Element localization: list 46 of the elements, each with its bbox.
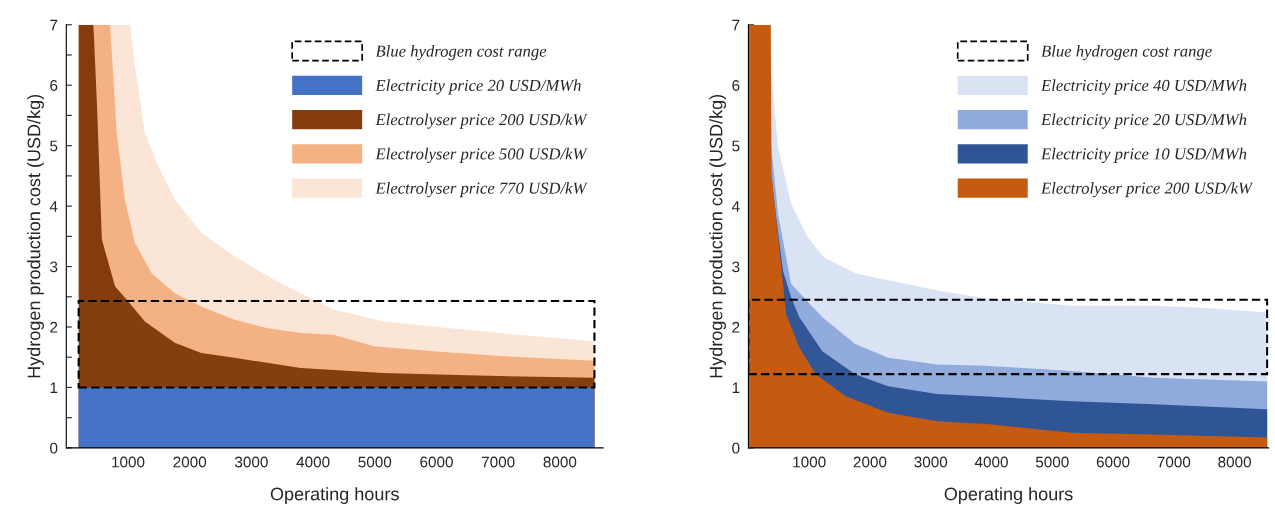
y-tick-label: 0 [732,442,740,454]
x-tick-label: 3000 [234,456,268,468]
y-tick-label: 6 [50,80,58,91]
legend-label: Electrolyser price 200 USD/kW [375,113,588,129]
y-tick-label: 0 [50,442,58,454]
y-tick-label: 5 [732,140,740,152]
x-tick-label: 1000 [793,456,826,468]
x-tick-label: 3000 [914,456,948,468]
y-tick-label: 1 [732,382,740,393]
x-tick-label: 2000 [853,456,887,468]
x-tick-label: 2000 [173,456,207,468]
x-tick-label: 1000 [112,456,145,468]
x-tick-label: 8000 [543,456,577,468]
y-tick-label: 1 [50,382,58,393]
y-axis-title: Hydrogen production cost (USD/kg) [709,94,727,378]
legend-label: Electricity price 20 USD/MWh [375,79,581,95]
legend-label: Electricity price 10 USD/MWh [1040,147,1247,163]
legend-label: Blue hydrogen cost range [1041,45,1212,61]
x-tick-label: 6000 [1096,456,1130,468]
x-tick-label: 8000 [1218,456,1251,468]
legend-label: Electrolyser price 500 USD/kW [375,147,588,163]
x-tick-label: 7000 [481,456,515,468]
legend-label: Electricity price 40 USD/MWh [1040,79,1247,95]
y-axis-title: Hydrogen production cost (USD/kg) [27,94,44,378]
y-tick-label: 5 [50,140,58,152]
y-tick-label: 3 [50,261,58,273]
y-tick-label: 7 [50,19,58,31]
x-tick-label: 4000 [974,456,1008,468]
x-axis-title: Operating hours [944,487,1073,504]
legend-label: Electrolyser price 770 USD/kW [375,182,588,198]
legend-label: Electrolyser price 200 USD/kW [1040,182,1254,198]
x-tick-label: 4000 [296,456,330,468]
y-tick-label: 4 [731,201,740,212]
legend-label: Blue hydrogen cost range [375,45,547,61]
y-tick-label: 6 [732,80,740,91]
x-tick-label: 5000 [1035,456,1069,468]
y-tick-label: 3 [732,261,740,273]
x-tick-label: 6000 [420,456,453,468]
y-tick-label: 2 [732,321,740,333]
y-tick-label: 7 [732,19,740,31]
x-tick-label: 5000 [358,456,392,468]
x-axis-title: Operating hours [270,487,399,504]
legend-label: Electricity price 20 USD/MWh [1040,113,1247,129]
x-tick-label: 7000 [1157,456,1191,468]
y-tick-label: 4 [49,201,58,212]
y-tick-label: 2 [50,321,58,333]
